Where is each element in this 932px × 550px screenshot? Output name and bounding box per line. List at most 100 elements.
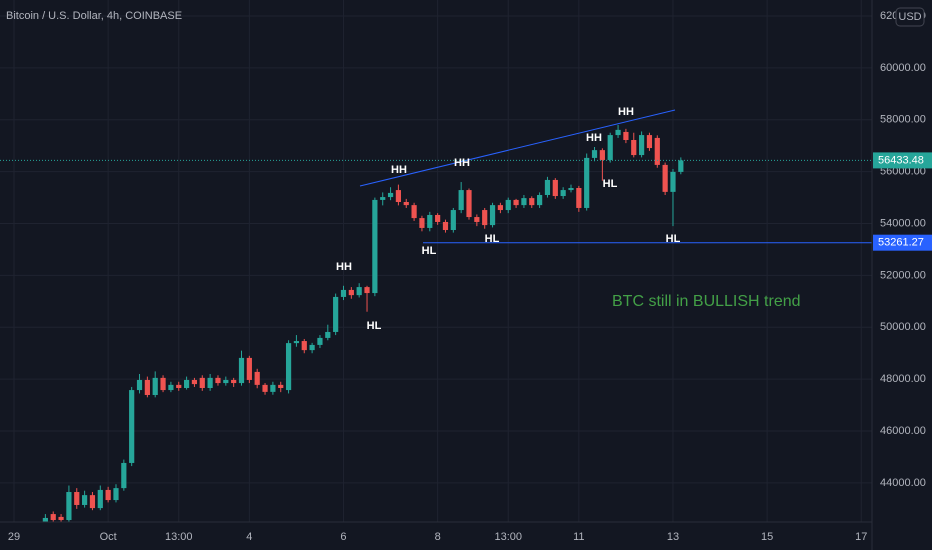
candle-body [646,135,653,149]
x-tick-label: 11 [573,531,584,543]
candle-body [458,190,464,211]
y-tick-label: 52000.00 [880,269,926,281]
candle-body [599,150,605,160]
candle-body [340,289,347,297]
candle-body [552,179,558,197]
last-price-label: 56433.48 [878,154,924,166]
candle-body [231,379,237,384]
candle-body [82,495,88,505]
candle-body [136,379,143,391]
candle-body [278,384,284,388]
candle-body [97,489,103,509]
candle-body [576,187,582,208]
candle-body [215,377,221,384]
candle-body [160,377,166,391]
y-tick-label: 54000.00 [880,217,926,229]
currency-label[interactable]: USD [898,11,921,23]
candle-body [356,287,362,296]
candle-body [199,377,205,388]
x-tick-label: Oct [100,531,117,543]
candle-body [395,190,402,202]
candle-body [482,210,488,226]
pattern-label: HL [603,178,618,190]
y-tick-label: 44000.00 [880,477,926,489]
pattern-label: HL [485,233,500,245]
candle-body [639,135,645,156]
candle-body [678,160,684,172]
candle-body [191,379,198,385]
candle-body [270,384,276,392]
candle-body [662,164,668,192]
candle-body [183,379,190,388]
plot-area: HH HL HH HL HH HL HH HL HH HL BTC still in BULLISH… [0,106,872,522]
candle-body [254,371,260,385]
y-tick-label: 46000.00 [880,425,926,437]
x-tick-label: 8 [435,531,441,543]
candle-body [584,157,590,208]
candle-body [309,344,315,351]
chart-title: Bitcoin / U.S. Dollar, 4h, COINBASE [6,10,182,22]
candle-body [129,390,135,463]
candle-body [364,287,370,294]
y-tick-label: 58000.00 [880,114,926,126]
y-tick-label: 56000.00 [880,166,926,178]
candle-body [66,492,72,521]
candle-body [544,179,551,195]
candle-body [615,129,621,136]
candle-body [333,296,339,332]
x-tick-label: 13 [667,531,679,543]
x-tick-label: 4 [246,531,252,543]
candle-body [591,150,598,158]
candle-body [427,214,433,228]
y-tick-label: 60000.00 [880,62,926,74]
candle-body [89,495,96,509]
level-tag [873,234,932,251]
candle-body [152,377,158,395]
candle-body [246,357,252,380]
candle-body [293,341,300,344]
pattern-label: HL [666,233,681,245]
currency-badge[interactable] [895,7,925,27]
candle-body [176,384,182,388]
y-tick-label: 48000.00 [880,373,926,385]
candle-body [403,201,409,206]
y-tick-label: 50000.00 [880,321,926,333]
candle-body [670,171,676,192]
x-tick-label: 17 [855,531,867,543]
candle-body [380,197,386,200]
candle-body [411,205,417,219]
candle-body [223,379,229,384]
x-tick-label: 13:00 [165,531,193,543]
candle-body [285,343,292,391]
candle-body [317,337,323,345]
note-text: BTC still in BULLISH trend [612,293,801,310]
candle-body [372,199,378,294]
candle-body [654,137,660,165]
level-label: 53261.27 [878,237,924,249]
grid [0,0,872,522]
candle-body [442,221,449,231]
x-tick-label: 6 [340,531,346,543]
candle-body [607,135,613,160]
x-tick-label: 29 [8,531,20,543]
candle-body [74,492,80,505]
pattern-label: HH [454,157,470,169]
candle-body [113,488,119,501]
pattern-label: HH [586,132,602,144]
candle-body [121,462,127,489]
candle-body [505,199,511,211]
candle-body [537,194,543,206]
candle-body [262,384,268,392]
last-price-tag [873,152,932,169]
candle-body [631,140,637,156]
candle-body [466,190,472,218]
candle-body [513,199,519,206]
candle-body [474,217,480,222]
candle-body [521,198,527,206]
candle-body [301,341,307,351]
candle-body [387,192,394,198]
candle-body [568,187,574,191]
pattern-label: HH [336,261,352,273]
